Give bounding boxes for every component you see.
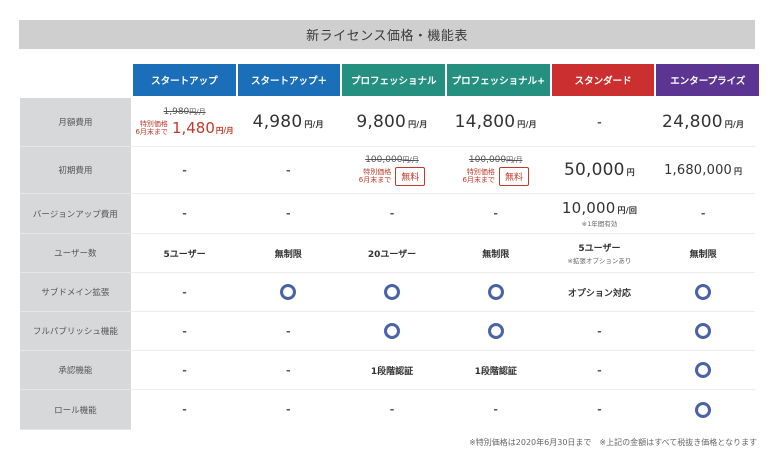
- cell-startup-monthly: 1,980円/月 特別価格 6月末まで 1,480円/月: [133, 98, 237, 146]
- promo-block: 特別価格 6月末まで 1,480円/月: [135, 119, 233, 137]
- table-row-subdomain: サブドメイン拡張 - オプション対応: [20, 273, 755, 312]
- plan-header-startup-plus: スタートアップ＋: [237, 64, 341, 96]
- row-label: ユーザー数: [20, 234, 131, 273]
- cell-standard-monthly: -: [597, 115, 602, 129]
- table-row-initial-fee: 初期費用 - - 100,000円/月 特別価格 6月末まで 無料 100,000…: [20, 147, 755, 194]
- plan-header-row: スタートアップ スタートアップ＋ プロフェッショナル プロフェッショナル+ スタ…: [133, 64, 760, 96]
- free-badge: 無料: [498, 166, 529, 186]
- row-label: 承認機能: [20, 351, 131, 390]
- table-row-full-publish: フルパブリッシュ機能 - - -: [20, 312, 755, 351]
- check-circle-icon: [695, 323, 712, 339]
- pricing-table: 月額費用 1,980円/月 特別価格 6月末まで 1,480円/月 4,980 円/…: [20, 98, 755, 430]
- check-circle-icon: [487, 323, 504, 339]
- cell-startup-initial: -: [182, 163, 187, 177]
- free-badge: 無料: [395, 166, 426, 186]
- cell-startup-plus-initial: -: [285, 163, 291, 177]
- check-circle-icon: [695, 284, 712, 300]
- cell-enterprise-monthly: 24,800 円/月: [662, 112, 745, 132]
- check-circle-icon: [695, 401, 712, 418]
- promo-note: 特別価格 6月末まで: [135, 119, 168, 136]
- table-row-role: ロール機能 - - - - -: [20, 390, 755, 430]
- table-row-version-up-fee: バージョンアップ費用 - - - - 10,000 円/回 ※1年間有効 -: [20, 194, 755, 234]
- table-row-user-count: ユーザー数 5ユーザー 無制限 20ユーザー 無制限 5ユーザー ※拡張オプショ…: [20, 234, 755, 273]
- cell-startup-plus-monthly: 4,980 円/月: [252, 112, 324, 132]
- row-label: サブドメイン拡張: [20, 273, 131, 312]
- cell-enterprise-initial: 1,680,000 円: [664, 162, 743, 178]
- cell-pro-plus-monthly: 14,800 円/月: [454, 112, 537, 132]
- table-row-monthly-fee: 月額費用 1,980円/月 特別価格 6月末まで 1,480円/月 4,980 円/…: [20, 98, 755, 147]
- row-label: 月額費用: [20, 98, 131, 147]
- cell-standard-initial: 50,000 円: [563, 160, 635, 180]
- check-circle-icon: [384, 284, 400, 300]
- plan-header-standard: スタンダード: [551, 64, 655, 96]
- check-circle-icon: [695, 362, 712, 378]
- row-label: バージョンアップ費用: [20, 194, 131, 234]
- row-label: ロール機能: [20, 390, 131, 430]
- original-price: 1,980円/月: [163, 107, 206, 117]
- table-row-approval: 承認機能 - - 1段階認証 1段階認証 -: [20, 351, 755, 390]
- promo-price: 1,480円/月: [171, 119, 234, 137]
- plan-header-professional-plus: プロフェッショナル+: [447, 64, 550, 96]
- plan-header-enterprise: エンタープライズ: [656, 64, 760, 96]
- plan-header-startup: スタートアップ: [133, 64, 236, 96]
- cell-standard-version-up: 10,000 円/回 ※1年間有効: [561, 199, 638, 228]
- check-circle-icon: [280, 284, 297, 300]
- cell-pro-monthly: 9,800 円/月: [356, 112, 428, 132]
- cell-standard-users: 5ユーザー ※拡張オプションあり: [567, 244, 632, 265]
- check-circle-icon: [384, 323, 400, 339]
- footnote: ※特別価格は2020年6月30日まで ※上記の金額はすべて税抜き価格となります: [469, 438, 757, 447]
- row-label: 初期費用: [20, 147, 131, 194]
- check-circle-icon: [487, 284, 504, 300]
- row-label: フルパブリッシュ機能: [20, 312, 131, 351]
- cell-pro-plus-initial: 100,000円/月 特別価格 6月末まで 無料: [444, 147, 548, 193]
- page-title: 新ライセンス価格・機能表: [19, 20, 755, 49]
- plan-header-professional: プロフェッショナル: [342, 64, 446, 96]
- cell-pro-initial: 100,000円/月 特別価格 6月末まで 無料: [340, 147, 444, 193]
